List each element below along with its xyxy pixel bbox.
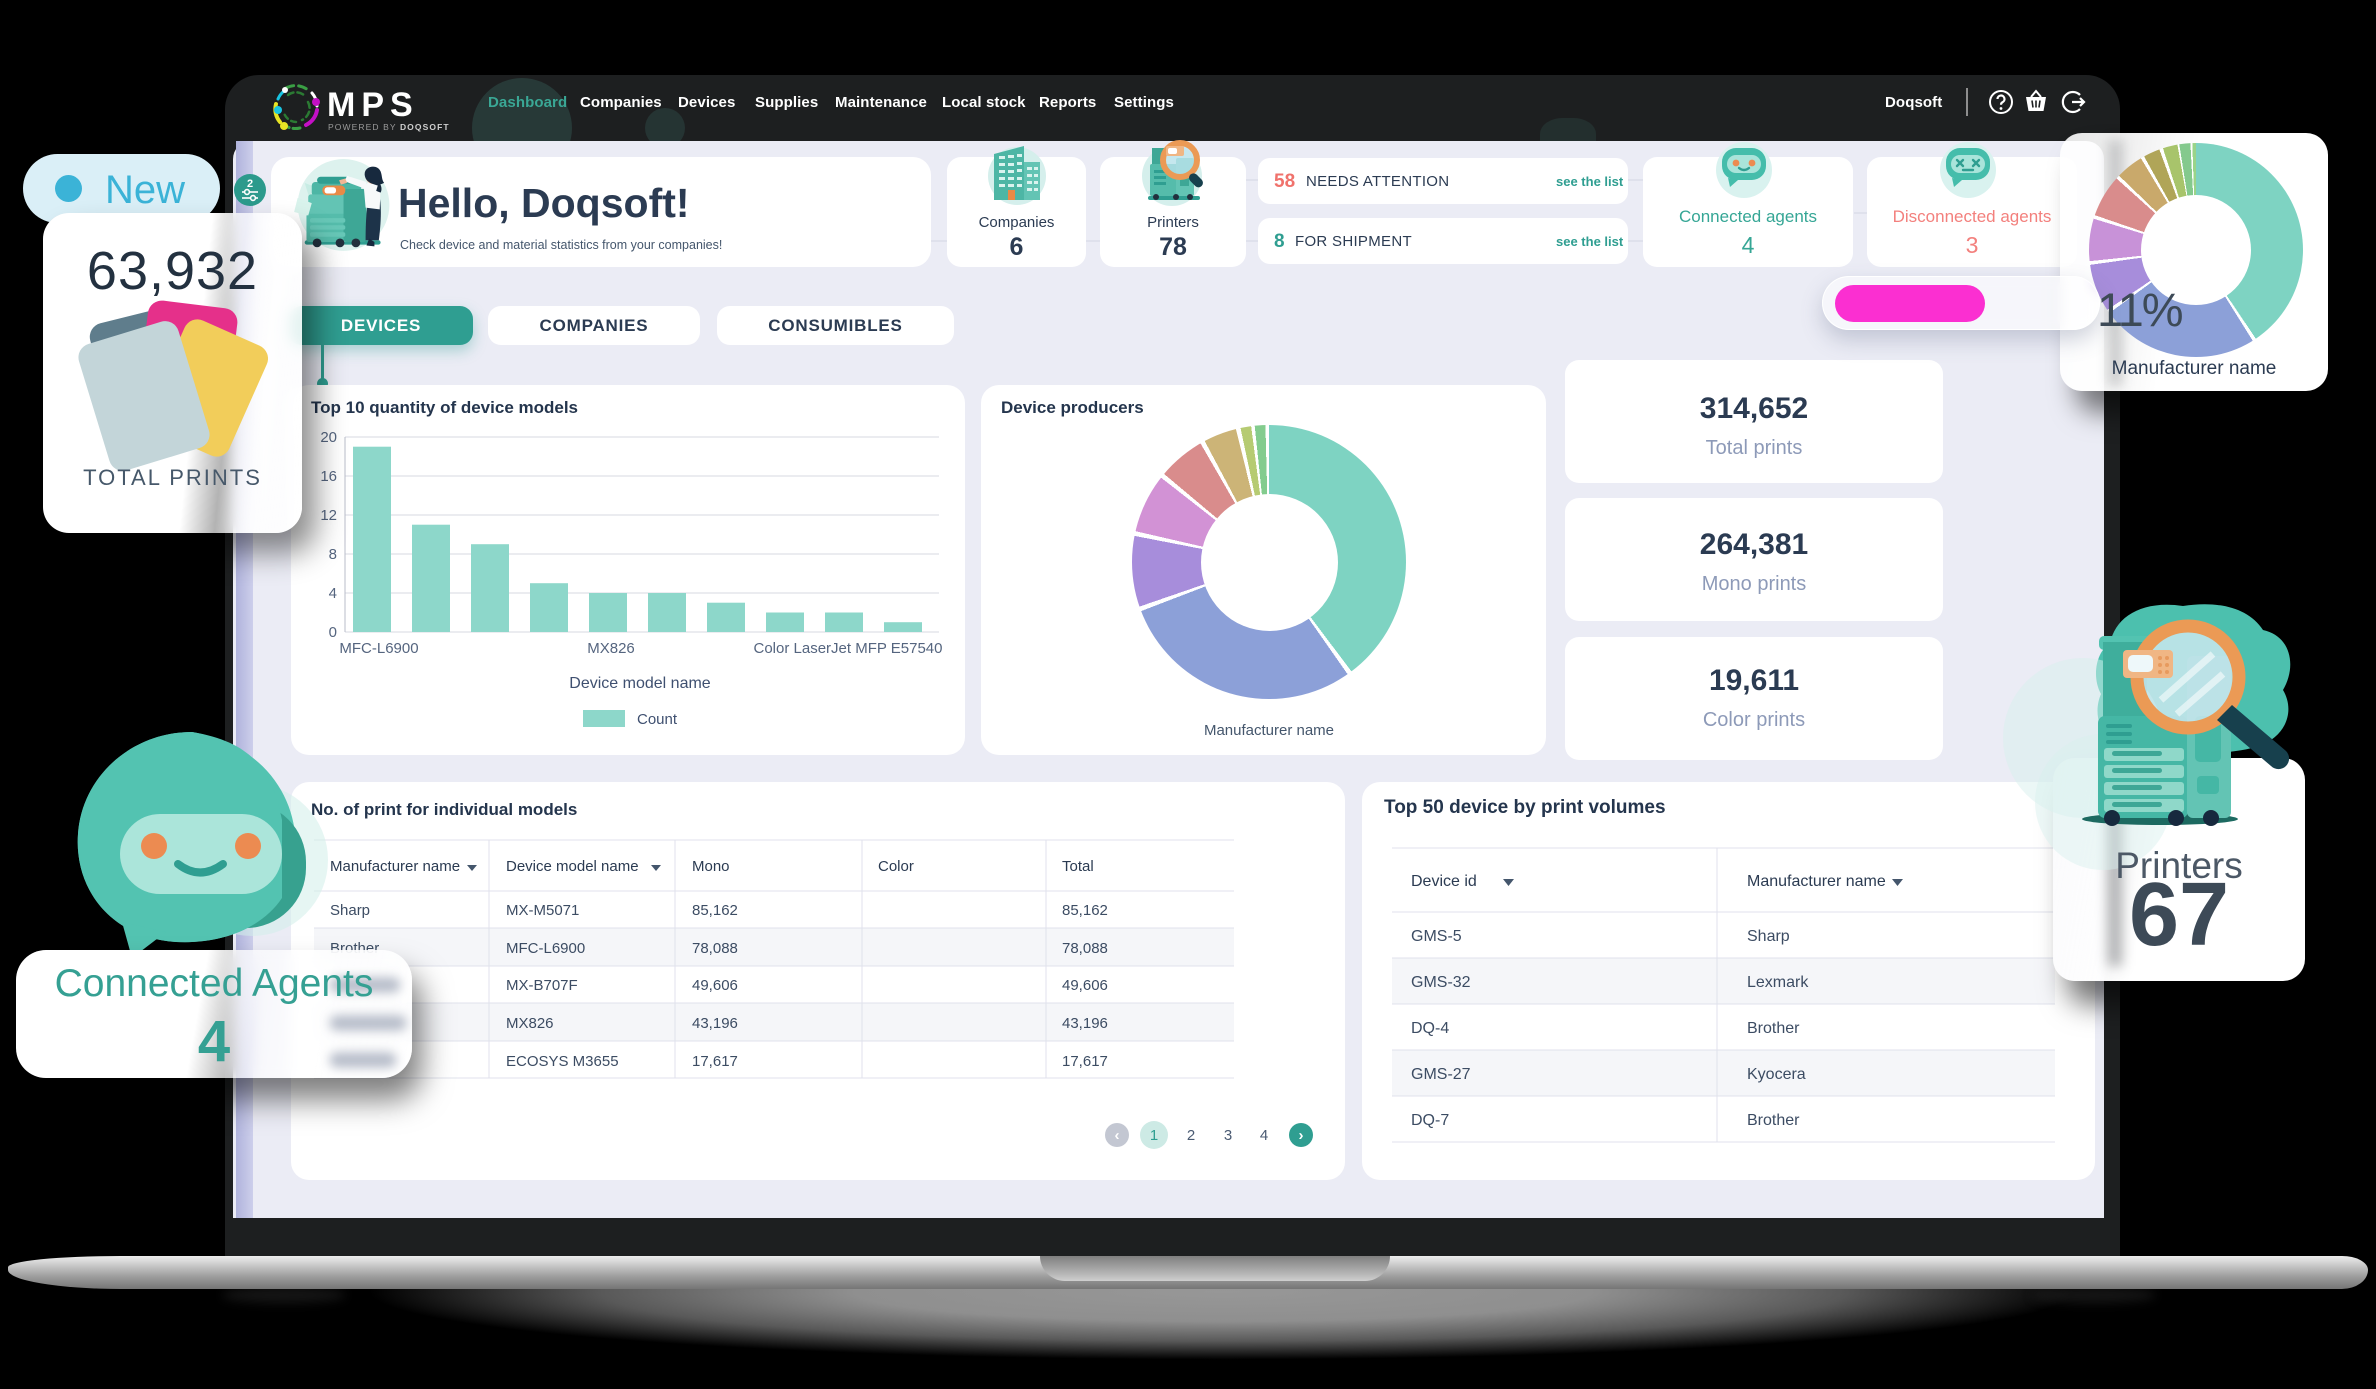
svg-text:43,196: 43,196 — [1062, 1015, 1108, 1032]
svg-text:MFC-L6900: MFC-L6900 — [506, 940, 585, 957]
svg-text:16: 16 — [320, 468, 337, 485]
svg-text:17,617: 17,617 — [692, 1053, 738, 1070]
svg-text:MFC-L6900: MFC-L6900 — [339, 640, 418, 657]
svg-text:Color LaserJet MFP E57540: Color LaserJet MFP E57540 — [754, 640, 943, 657]
svg-text:MX-B707F: MX-B707F — [506, 977, 578, 994]
svg-text:Sharp: Sharp — [1747, 928, 1790, 945]
svg-text:0: 0 — [329, 624, 337, 641]
svg-text:Color: Color — [878, 858, 914, 875]
svg-text:3: 3 — [1224, 1127, 1232, 1144]
svg-text:49,606: 49,606 — [1062, 977, 1108, 994]
svg-text:Device model name: Device model name — [506, 858, 639, 875]
svg-text:20: 20 — [320, 429, 337, 446]
svg-text:GMS-32: GMS-32 — [1411, 974, 1471, 991]
svg-text:49,606: 49,606 — [692, 977, 738, 994]
svg-text:Count: Count — [637, 711, 678, 728]
svg-text:ECOSYS M3655: ECOSYS M3655 — [506, 1053, 619, 1070]
svg-text:Mono: Mono — [692, 858, 730, 875]
svg-text:Kyocera: Kyocera — [1747, 1066, 1806, 1083]
svg-text:Device id: Device id — [1411, 873, 1477, 890]
svg-text:Total: Total — [1062, 858, 1094, 875]
svg-text:78,088: 78,088 — [1062, 940, 1108, 957]
svg-text:85,162: 85,162 — [1062, 902, 1108, 919]
svg-text:4: 4 — [1260, 1127, 1268, 1144]
svg-text:Brother: Brother — [1747, 1020, 1800, 1037]
svg-text:Device model name: Device model name — [569, 675, 711, 692]
svg-text:›: › — [1299, 1127, 1304, 1144]
svg-text:8: 8 — [329, 546, 337, 563]
svg-text:Manufacturer name: Manufacturer name — [330, 858, 460, 875]
svg-text:12: 12 — [320, 507, 337, 524]
svg-text:43,196: 43,196 — [692, 1015, 738, 1032]
svg-text:78,088: 78,088 — [692, 940, 738, 957]
svg-text:85,162: 85,162 — [692, 902, 738, 919]
svg-text:2: 2 — [247, 178, 253, 190]
svg-text:17,617: 17,617 — [1062, 1053, 1108, 1070]
svg-text:GMS-5: GMS-5 — [1411, 928, 1462, 945]
svg-text:Brother: Brother — [1747, 1112, 1800, 1129]
svg-text:DQ-4: DQ-4 — [1411, 1020, 1449, 1037]
svg-text:Manufacturer name: Manufacturer name — [1747, 873, 1886, 890]
svg-text:1: 1 — [1150, 1127, 1158, 1144]
svg-text:4: 4 — [329, 585, 337, 602]
svg-text:POWERED BY DOQSOFT: POWERED BY DOQSOFT — [328, 122, 450, 132]
svg-text:DQ-7: DQ-7 — [1411, 1112, 1449, 1129]
svg-text:GMS-27: GMS-27 — [1411, 1066, 1471, 1083]
svg-text:MX-M5071: MX-M5071 — [506, 902, 579, 919]
svg-text:Sharp: Sharp — [330, 902, 370, 919]
svg-text:MPS: MPS — [327, 86, 419, 124]
svg-text:Lexmark: Lexmark — [1747, 974, 1809, 991]
svg-text:MX826: MX826 — [506, 1015, 554, 1032]
svg-text:MX826: MX826 — [587, 640, 635, 657]
svg-text:2: 2 — [1187, 1127, 1195, 1144]
svg-text:‹: ‹ — [1115, 1127, 1120, 1144]
